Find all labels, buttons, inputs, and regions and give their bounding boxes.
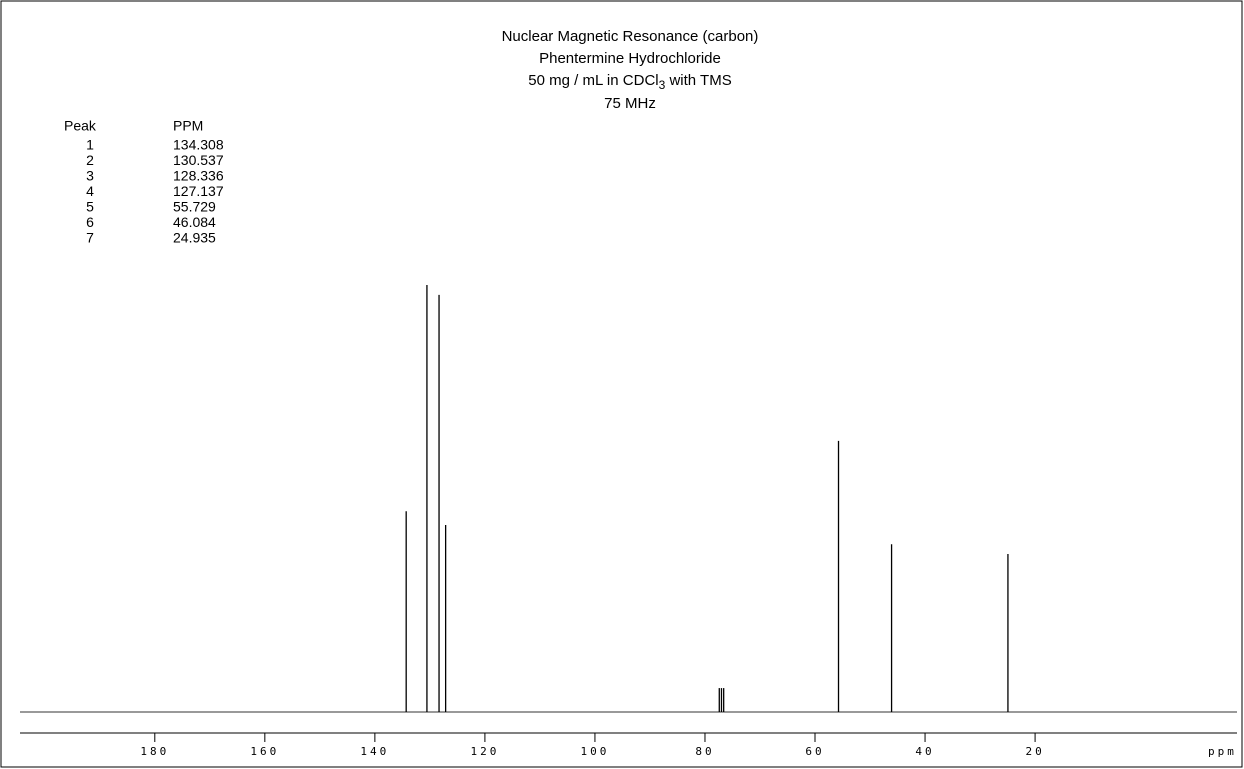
peak-ppm: 134.308 bbox=[173, 137, 224, 153]
peak-ppm: 46.084 bbox=[173, 214, 216, 230]
x-tick-label: 140 bbox=[360, 745, 389, 758]
peak-number: 1 bbox=[86, 137, 94, 153]
x-tick-label: 60 bbox=[805, 745, 824, 758]
peak-ppm: 128.336 bbox=[173, 168, 224, 184]
peak-ppm: 127.137 bbox=[173, 183, 224, 199]
x-tick-label: 160 bbox=[250, 745, 279, 758]
conditions-rest: with TMS bbox=[665, 72, 731, 89]
conditions: 50 mg / mL in CDCl3 with TMS bbox=[528, 72, 731, 92]
x-tick-label: 180 bbox=[140, 745, 169, 758]
peak-number: 3 bbox=[86, 168, 94, 184]
conditions-text: 50 mg / mL in CDCl bbox=[528, 72, 658, 89]
x-tick-label: 20 bbox=[1025, 745, 1044, 758]
peak-number: 5 bbox=[86, 199, 94, 215]
chart-subtitle: Phentermine Hydrochloride bbox=[539, 50, 721, 67]
peak-number: 6 bbox=[86, 214, 94, 230]
peak-ppm: 24.935 bbox=[173, 230, 216, 246]
x-tick-label: 80 bbox=[695, 745, 714, 758]
x-tick-label: 100 bbox=[581, 745, 610, 758]
peak-ppm: 130.537 bbox=[173, 152, 224, 168]
table-header: Peak bbox=[64, 118, 97, 134]
frequency: 75 MHz bbox=[604, 95, 656, 112]
peak-number: 4 bbox=[86, 183, 94, 199]
chart-title: Nuclear Magnetic Resonance (carbon) bbox=[502, 28, 759, 45]
table-header: PPM bbox=[173, 118, 203, 134]
peak-ppm: 55.729 bbox=[173, 199, 216, 215]
x-axis-label: ppm bbox=[1208, 745, 1237, 758]
conditions-subscript: 3 bbox=[659, 78, 666, 92]
peak-number: 7 bbox=[86, 230, 94, 246]
x-tick-label: 40 bbox=[915, 745, 934, 758]
x-tick-label: 120 bbox=[470, 745, 499, 758]
peak-number: 2 bbox=[86, 152, 94, 168]
